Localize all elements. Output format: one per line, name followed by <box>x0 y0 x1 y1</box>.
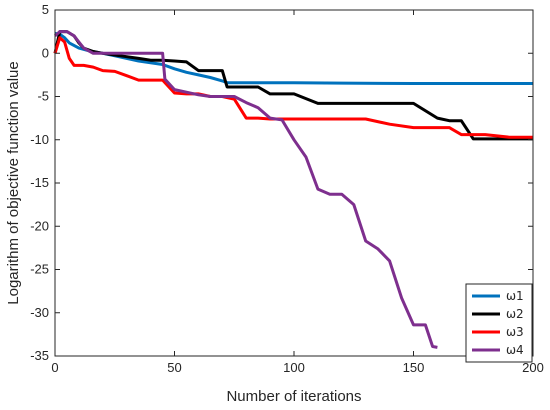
y-tick-label: -35 <box>30 348 49 363</box>
legend-label-4: ω4 <box>506 343 524 357</box>
series-line-4 <box>53 30 438 349</box>
series-layer <box>53 30 533 349</box>
plot-area-frame <box>54 9 534 357</box>
y-tick-label: -10 <box>30 132 49 147</box>
y-axis-label: Logarithm of objective function value <box>5 61 22 304</box>
x-tick-label: 0 <box>51 360 58 375</box>
x-tick-label: 100 <box>283 360 305 375</box>
x-tick-label: 150 <box>403 360 425 375</box>
series-line-2 <box>53 30 533 141</box>
legend-label-1: ω1 <box>506 289 524 303</box>
y-tick-label: -25 <box>30 262 49 277</box>
legend-label-3: ω3 <box>506 325 524 339</box>
x-tick-label: 50 <box>167 360 181 375</box>
y-tick-label: -30 <box>30 305 49 320</box>
y-tick-label: -15 <box>30 175 49 190</box>
x-axis-label: Number of iterations <box>226 388 361 405</box>
x-tick-label: 200 <box>522 360 544 375</box>
y-tick-label: -5 <box>37 89 49 104</box>
y-tick-label: 5 <box>42 2 49 17</box>
series-line-1 <box>54 31 533 85</box>
legend-label-2: ω2 <box>506 307 524 321</box>
y-tick-label: -20 <box>30 218 49 233</box>
chart-legend: ω1 ω2 ω3 ω4 <box>465 283 533 363</box>
y-tick-label: 0 <box>42 45 49 60</box>
